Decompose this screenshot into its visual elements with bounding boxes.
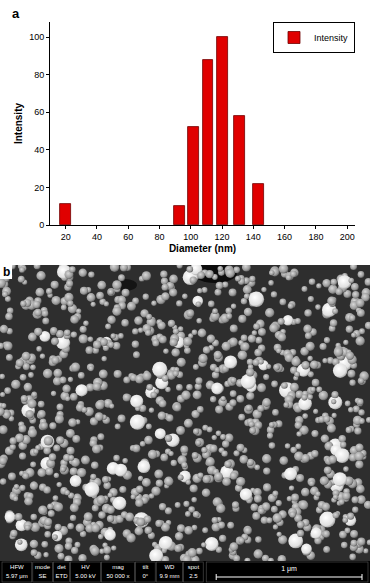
svg-text:200: 200 [340,232,355,242]
svg-text:HFW: HFW [10,564,24,570]
svg-text:a: a [12,6,20,21]
svg-text:60: 60 [123,232,133,242]
svg-text:60: 60 [34,107,44,117]
svg-text:ETD: ETD [56,573,69,579]
svg-text:9.9 mm: 9.9 mm [159,573,179,579]
svg-text:Diameter (nm): Diameter (nm) [169,243,236,254]
svg-text:40: 40 [34,145,44,155]
svg-text:HV: HV [81,564,89,570]
svg-text:140: 140 [246,232,261,242]
svg-text:mag: mag [112,564,124,570]
svg-text:0: 0 [39,220,44,230]
svg-text:tilt: tilt [142,564,148,570]
svg-text:20: 20 [61,232,71,242]
svg-text:100: 100 [29,32,44,42]
svg-text:Intensity: Intensity [314,33,348,43]
svg-text:50 000 x: 50 000 x [106,573,129,579]
svg-text:2.5: 2.5 [189,573,198,579]
svg-text:80: 80 [34,70,44,80]
svg-text:120: 120 [215,232,230,242]
svg-text:5.97 μm: 5.97 μm [6,573,28,579]
svg-text:WD: WD [164,564,175,570]
svg-text:spot: spot [188,564,200,570]
svg-text:mode: mode [35,564,51,570]
svg-text:80: 80 [154,232,164,242]
svg-text:40: 40 [92,232,102,242]
svg-text:det: det [57,564,66,570]
svg-text:20: 20 [34,183,44,193]
svg-text:Intensity: Intensity [13,103,24,145]
svg-text:5.00 kV: 5.00 kV [75,573,95,579]
svg-text:b: b [3,265,10,279]
svg-text:SE: SE [39,573,47,579]
svg-text:160: 160 [277,232,292,242]
svg-text:100: 100 [183,232,198,242]
svg-text:0°: 0° [143,573,149,579]
svg-text:180: 180 [308,232,323,242]
svg-text:1 μm: 1 μm [281,565,297,573]
